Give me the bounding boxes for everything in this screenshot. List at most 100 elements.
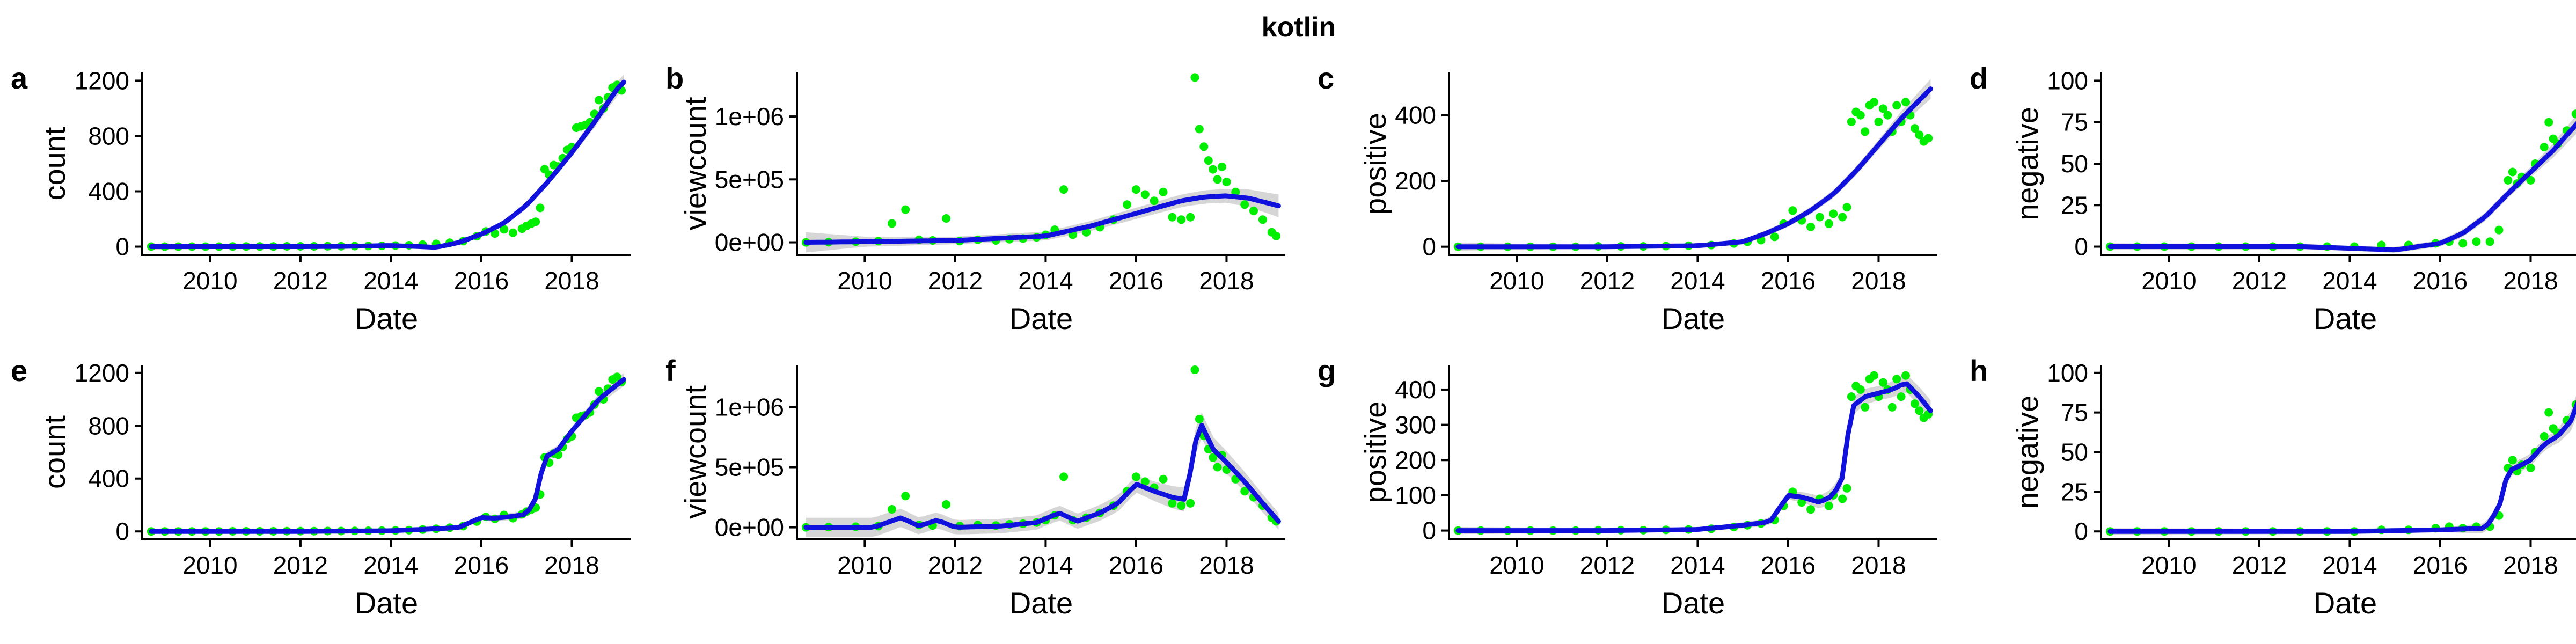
panel-h: 2010 2012 2014 2016 2018 0 25 50 75 100 Date negati…: [1970, 354, 2576, 620]
panel-b-x-tick-label: 2012: [928, 267, 983, 295]
panel-g-point: [1861, 402, 1870, 412]
panel-a-y-tick-label: 0: [115, 233, 129, 261]
panel-h-y-axis-label: negative: [2010, 396, 2044, 509]
panel-c-y-tick-label: 200: [1395, 167, 1436, 195]
panel-f-x-tick-label: 2016: [1109, 551, 1163, 579]
panel-a-point: [491, 229, 500, 238]
panel-b-point: [901, 205, 910, 214]
panel-h-letter: h: [1970, 354, 1988, 387]
panel-b-point: [1150, 196, 1159, 206]
panel-b-point: [1177, 215, 1186, 224]
panel-h-x-tick-label: 2010: [2141, 551, 2196, 579]
panel-d-y-tick-label: 100: [2047, 67, 2088, 94]
panel-a-x-tick-label: 2012: [273, 267, 328, 295]
panel-g-point: [1910, 399, 1919, 408]
panel-a-point: [500, 225, 509, 234]
panel-d-x-tick-label: 2018: [2503, 267, 2558, 295]
panel-a: 2010 2012 2014 2016 2018 0 400 800 1200 Date count…: [11, 61, 631, 335]
panel-e-point: [595, 387, 603, 396]
panel-c-y-tick-label: 0: [1422, 233, 1436, 261]
panel-g-x-tick-label: 2012: [1580, 551, 1635, 579]
panel-d-letter: d: [1970, 61, 1988, 95]
panel-c-point: [1915, 130, 1924, 140]
panel-g-x-tick-label: 2018: [1851, 551, 1906, 579]
panel-g-point: [1842, 484, 1851, 493]
panel-f-point: [1213, 463, 1222, 472]
panel-d-y-tick-label: 75: [2061, 108, 2088, 136]
panel-d: 2010 2012 2014 2016 2018 0 25 50 75 100 Date negati…: [1970, 61, 2576, 335]
panel-c-point: [1824, 219, 1833, 228]
panel-g-x-tick-label: 2016: [1761, 551, 1816, 579]
panel-b-x-tick-label: 2018: [1199, 267, 1254, 295]
panel-e-x-tick-label: 2012: [273, 551, 328, 579]
panel-b-y-tick-label: 5e+05: [715, 165, 784, 193]
panel-c: 2010 2012 2014 2016 2018 0 200 400 Date positive c: [1318, 61, 1937, 335]
panel-c-x-axis-label: Date: [1662, 302, 1725, 335]
panel-g-y-axis-label: positive: [1358, 401, 1392, 503]
panel-c-x-tick-label: 2012: [1580, 267, 1635, 295]
panel-b-point: [1209, 165, 1218, 174]
panel-g-x-tick-label: 2014: [1670, 551, 1725, 579]
panel-g-y-tick-label: 0: [1422, 517, 1436, 545]
panel-g-point: [1870, 371, 1878, 380]
panel-c-point: [1870, 98, 1878, 107]
panel-b-point: [1186, 213, 1195, 222]
panel-c-points: [1453, 98, 1933, 251]
panel-d-point: [2571, 109, 2576, 119]
panel-a-smooth-line: [149, 79, 626, 250]
panel-d-point: [2458, 239, 2468, 248]
panel-d-y-tick-label: 0: [2074, 233, 2088, 261]
panel-f-y-tick-label: 5e+05: [715, 453, 784, 481]
panel-d-smooth-line: [2107, 121, 2576, 253]
panel-c-point: [1842, 203, 1851, 212]
panel-g-point: [1897, 392, 1906, 401]
panel-e-y-tick-label: 800: [88, 412, 129, 440]
panel-grid: 2010 2012 2014 2016 2018 0 400 800 1200 Date count…: [11, 61, 2576, 620]
panel-f-x-tick-label: 2014: [1018, 551, 1073, 579]
panel-e-y-tick-label: 0: [115, 517, 129, 545]
panel-f-point: [1159, 474, 1168, 484]
panel-f-point: [1190, 365, 1199, 374]
panel-b-point: [1123, 200, 1132, 209]
panel-h-x-axis-label: Date: [2314, 586, 2377, 620]
panel-g: 2010 2012 2014 2016 2018 0 100 200 300 400 Date pos…: [1318, 354, 1937, 620]
panel-h-y-tick-label: 75: [2061, 399, 2088, 427]
panel-g-point: [1847, 392, 1856, 401]
panel-c-y-axis-label: positive: [1358, 113, 1392, 215]
panel-c-point: [1924, 134, 1933, 143]
panel-b-point: [1249, 206, 1258, 215]
panel-b-point: [1258, 215, 1267, 224]
panel-b-y-tick-label: 1e+06: [715, 103, 784, 130]
panel-g-point: [1915, 406, 1924, 415]
panel-d-y-tick-label: 25: [2061, 191, 2088, 219]
panel-g-confidence-band: [1458, 375, 1931, 535]
panel-d-point: [2485, 237, 2494, 246]
panel-d-point: [2540, 143, 2549, 152]
panel-e-y-axis-label: count: [38, 415, 71, 489]
panel-c-point: [1856, 111, 1865, 120]
panel-h-y-tick-label: 100: [2047, 359, 2088, 387]
panel-f-x-tick-label: 2010: [837, 551, 892, 579]
panel-g-y-tick-label: 100: [1395, 481, 1436, 509]
panel-g-point: [1878, 378, 1887, 387]
panel-a-points: [147, 80, 626, 251]
panel-e-x-tick-label: 2010: [182, 551, 237, 579]
panel-f-smooth-line: [803, 422, 1281, 530]
panel-d-x-axis-label: Date: [2314, 302, 2377, 335]
panel-c-point: [1901, 98, 1910, 107]
panel-d-x-tick-label: 2012: [2232, 267, 2287, 295]
panel-a-point: [531, 217, 540, 226]
panel-h-point: [2508, 456, 2517, 465]
panel-b-point: [1190, 73, 1199, 82]
panel-b-x-tick-label: 2016: [1109, 267, 1163, 295]
panel-d-point: [2504, 175, 2513, 185]
panel-e-letter: e: [11, 354, 27, 387]
panel-h-points: [2105, 400, 2576, 536]
panel-f-x-tick-label: 2012: [928, 551, 983, 579]
panel-b-point: [1222, 178, 1231, 186]
panel-g-smooth-line: [1455, 381, 1933, 533]
panel-a-point: [508, 228, 517, 237]
panel-b-point: [1168, 213, 1177, 222]
panel-a-y-tick-label: 800: [88, 122, 129, 150]
